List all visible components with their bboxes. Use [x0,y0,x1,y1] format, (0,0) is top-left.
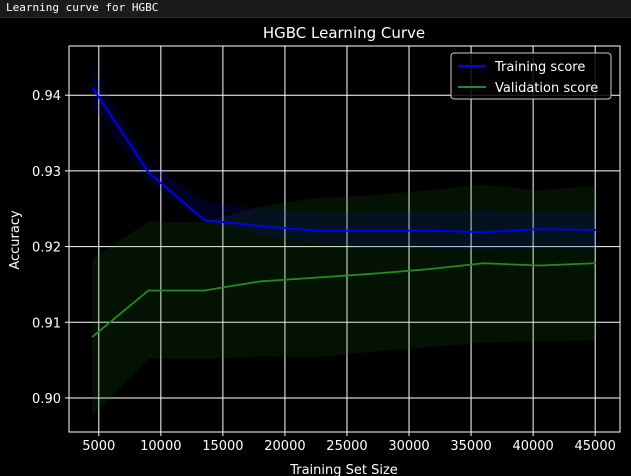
y-tick-label: 0.94 [32,89,61,104]
series-1-point [147,289,150,292]
series-1-point [259,280,262,283]
x-tick-label: 5000 [82,439,115,454]
series-1-point [315,276,317,279]
series-0-point [482,231,485,234]
x-tick-label: 15000 [202,439,243,454]
x-tick-label: 35000 [450,439,491,454]
legend: Training score Validation score [450,52,612,100]
plot-frame [68,45,621,433]
series-1-point [426,268,429,271]
y-tick-label: 0.91 [32,316,61,331]
series-0-band [92,67,596,251]
series-1-line [92,262,596,338]
series-1-point [594,262,597,265]
y-tick-label: 0.93 [32,165,61,180]
y-tick-label: 0.92 [32,241,61,256]
x-tick-label: 25000 [326,439,367,454]
series-1-band [92,184,596,416]
series-1-point [482,262,485,265]
x-axis-label: Training Set Size [289,463,398,476]
x-tick-label: 45000 [575,439,616,454]
series-1-point [91,335,94,338]
axis-ticks: 5000 10000 15000 20000 25000 30000 35000 40000 4… [32,89,616,454]
chart-title: HGBC Learning Curve [263,24,425,42]
legend-box [450,52,612,100]
series-1-point [538,264,541,267]
series-1-point [203,289,206,292]
window-title: Learning curve for HGBC [6,1,159,14]
series-0-point [203,219,206,221]
window-title-bar: Learning curve for HGBC [0,0,631,18]
series-0-point [538,228,541,231]
series-0-point [91,86,94,89]
learning-curve-chart: 5000 10000 15000 20000 25000 30000 35000 40000 4… [8,24,621,476]
series-0-point [315,229,317,232]
y-axis-label: Accuracy [8,210,23,270]
series-0-point [594,229,597,231]
series-0-point [370,229,373,232]
legend-label-0: Training score [494,60,585,75]
x-tick-label: 10000 [140,439,181,454]
series-1-point [370,272,373,275]
series-0-point [259,225,262,228]
series-0-point [147,171,150,174]
x-tick-label: 30000 [388,439,429,454]
series-lines [91,86,597,338]
series-0-line [91,87,596,234]
confidence-bands [92,67,596,416]
series-0-point [426,229,429,232]
x-tick-label: 40000 [512,439,553,454]
legend-label-1: Validation score [495,81,598,96]
y-tick-label: 0.90 [32,392,61,407]
x-tick-label: 20000 [264,439,305,454]
